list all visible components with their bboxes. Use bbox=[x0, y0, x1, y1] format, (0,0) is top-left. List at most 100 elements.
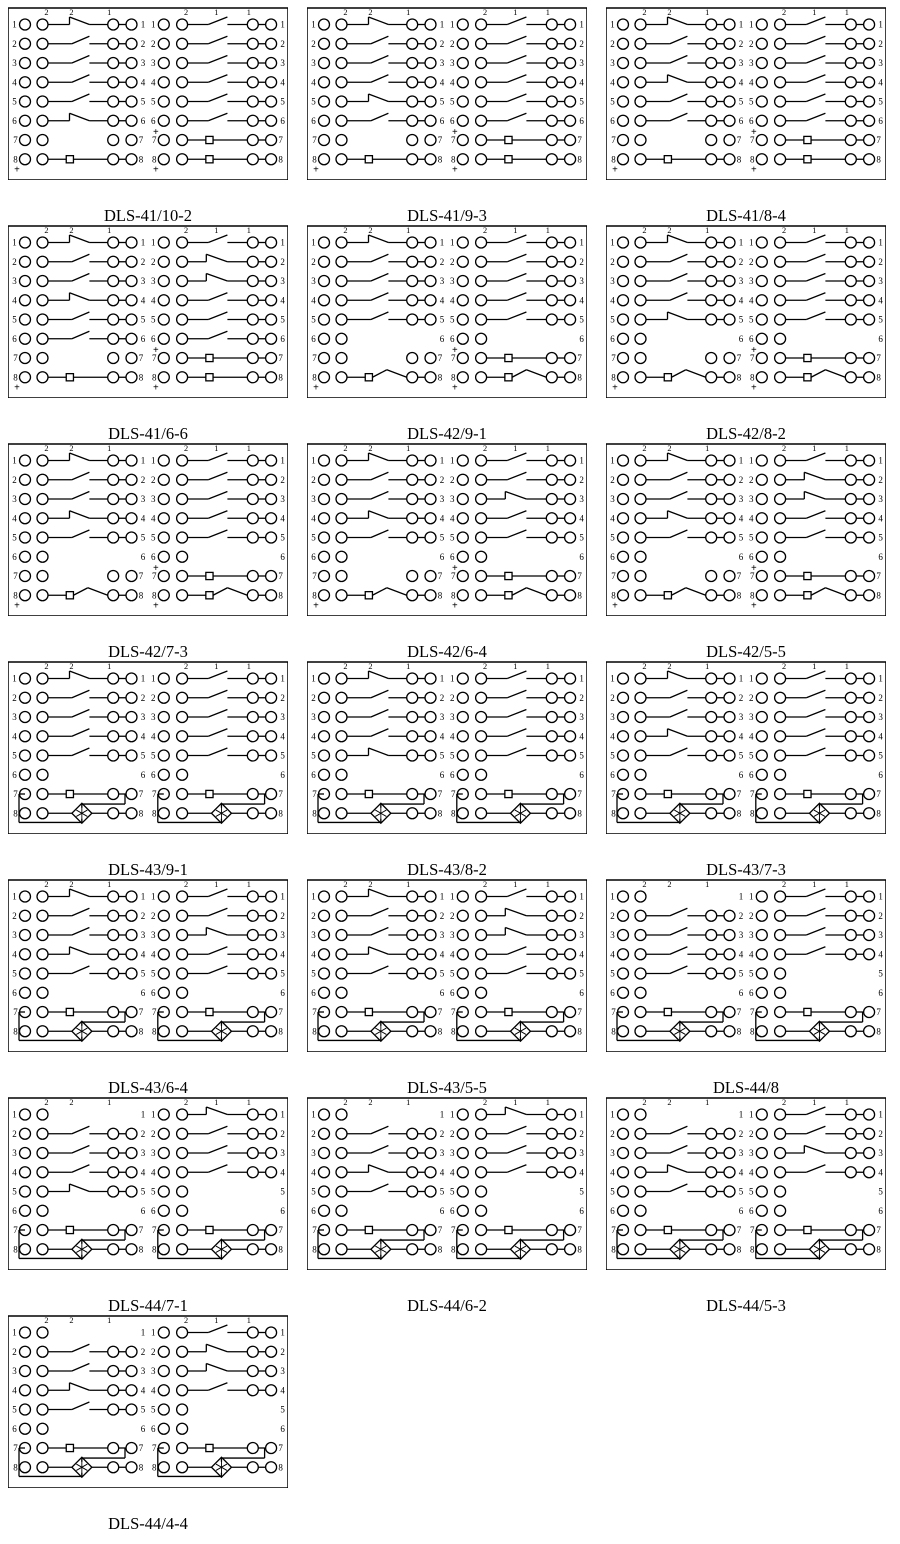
svg-text:1: 1 bbox=[513, 1098, 517, 1107]
svg-text:2: 2 bbox=[368, 662, 372, 671]
svg-text:2: 2 bbox=[483, 226, 487, 235]
svg-text:3: 3 bbox=[878, 1148, 883, 1158]
svg-text:8: 8 bbox=[737, 590, 742, 600]
svg-text:6: 6 bbox=[440, 988, 445, 998]
svg-text:3: 3 bbox=[151, 1148, 156, 1158]
svg-text:6: 6 bbox=[579, 116, 584, 126]
svg-text:6: 6 bbox=[151, 1424, 156, 1434]
svg-text:2: 2 bbox=[450, 1129, 455, 1139]
svg-text:2: 2 bbox=[782, 662, 786, 671]
svg-text:8: 8 bbox=[13, 1462, 18, 1472]
svg-text:1: 1 bbox=[12, 238, 17, 248]
svg-text:6: 6 bbox=[440, 770, 445, 780]
svg-text:6: 6 bbox=[12, 1424, 17, 1434]
svg-text:2: 2 bbox=[69, 1316, 73, 1325]
svg-text:1: 1 bbox=[311, 892, 316, 902]
svg-text:1: 1 bbox=[749, 20, 754, 30]
svg-text:+: + bbox=[751, 127, 757, 138]
svg-text:1: 1 bbox=[845, 880, 849, 889]
svg-text:6: 6 bbox=[12, 116, 17, 126]
svg-text:8: 8 bbox=[139, 1244, 144, 1254]
svg-text:6: 6 bbox=[450, 1206, 455, 1216]
svg-text:4: 4 bbox=[12, 1385, 17, 1395]
svg-text:+: + bbox=[452, 345, 458, 356]
svg-text:5: 5 bbox=[311, 1187, 316, 1197]
svg-text:6: 6 bbox=[12, 770, 17, 780]
svg-text:1: 1 bbox=[151, 892, 156, 902]
svg-text:6: 6 bbox=[739, 334, 744, 344]
svg-text:3: 3 bbox=[739, 494, 744, 504]
svg-text:2: 2 bbox=[878, 911, 883, 921]
svg-text:1: 1 bbox=[749, 238, 754, 248]
svg-text:3: 3 bbox=[579, 1148, 584, 1158]
svg-text:7: 7 bbox=[312, 789, 317, 799]
svg-text:8: 8 bbox=[152, 372, 157, 382]
svg-text:3: 3 bbox=[450, 930, 455, 940]
svg-text:5: 5 bbox=[141, 751, 146, 761]
svg-text:+: + bbox=[14, 164, 20, 175]
svg-text:4: 4 bbox=[151, 731, 156, 741]
svg-text:8: 8 bbox=[139, 590, 144, 600]
svg-text:4: 4 bbox=[141, 77, 146, 87]
svg-text:1: 1 bbox=[610, 238, 615, 248]
svg-text:8: 8 bbox=[13, 590, 18, 600]
svg-text:5: 5 bbox=[440, 1187, 445, 1197]
svg-text:3: 3 bbox=[141, 494, 146, 504]
svg-text:2: 2 bbox=[343, 662, 347, 671]
svg-text:5: 5 bbox=[311, 969, 316, 979]
svg-text:2: 2 bbox=[69, 1098, 73, 1107]
svg-text:7: 7 bbox=[278, 1007, 283, 1017]
svg-text:2: 2 bbox=[483, 8, 487, 17]
svg-text:8: 8 bbox=[611, 1244, 616, 1254]
svg-text:7: 7 bbox=[278, 353, 283, 363]
svg-text:1: 1 bbox=[579, 1110, 584, 1120]
svg-text:5: 5 bbox=[280, 533, 285, 543]
svg-text:4: 4 bbox=[878, 513, 883, 523]
svg-text:2: 2 bbox=[450, 39, 455, 49]
svg-text:5: 5 bbox=[311, 97, 316, 107]
svg-text:2: 2 bbox=[667, 444, 671, 453]
svg-text:1: 1 bbox=[280, 238, 285, 248]
svg-text:1: 1 bbox=[280, 1328, 285, 1338]
svg-text:3: 3 bbox=[440, 712, 445, 722]
svg-text:8: 8 bbox=[278, 590, 283, 600]
svg-text:4: 4 bbox=[610, 513, 615, 523]
svg-text:2: 2 bbox=[69, 662, 73, 671]
svg-text:7: 7 bbox=[13, 1225, 18, 1235]
svg-text:5: 5 bbox=[610, 1187, 615, 1197]
svg-text:1: 1 bbox=[12, 892, 17, 902]
svg-text:2: 2 bbox=[667, 880, 671, 889]
svg-text:2: 2 bbox=[151, 693, 156, 703]
svg-text:2: 2 bbox=[311, 475, 316, 485]
svg-text:3: 3 bbox=[280, 1148, 285, 1158]
svg-text:1: 1 bbox=[749, 892, 754, 902]
svg-text:1: 1 bbox=[107, 662, 111, 671]
svg-text:1: 1 bbox=[311, 674, 316, 684]
svg-text:6: 6 bbox=[749, 334, 754, 344]
svg-text:1: 1 bbox=[812, 226, 816, 235]
svg-text:5: 5 bbox=[141, 969, 146, 979]
svg-text:4: 4 bbox=[749, 949, 754, 959]
svg-text:7: 7 bbox=[13, 1443, 18, 1453]
svg-text:2: 2 bbox=[184, 1098, 188, 1107]
svg-text:1: 1 bbox=[440, 238, 445, 248]
svg-text:6: 6 bbox=[151, 770, 156, 780]
svg-text:2: 2 bbox=[151, 257, 156, 267]
svg-text:2: 2 bbox=[151, 1129, 156, 1139]
svg-text:8: 8 bbox=[139, 1462, 144, 1472]
svg-text:2: 2 bbox=[642, 226, 646, 235]
svg-text:8: 8 bbox=[451, 808, 456, 818]
svg-text:5: 5 bbox=[12, 969, 17, 979]
svg-text:2: 2 bbox=[749, 257, 754, 267]
svg-text:3: 3 bbox=[311, 494, 316, 504]
svg-text:8: 8 bbox=[577, 1244, 582, 1254]
svg-text:1: 1 bbox=[705, 444, 709, 453]
svg-text:+: + bbox=[612, 600, 618, 611]
svg-text:4: 4 bbox=[440, 1167, 445, 1177]
svg-text:6: 6 bbox=[450, 988, 455, 998]
svg-text:2: 2 bbox=[878, 1129, 883, 1139]
svg-text:6: 6 bbox=[280, 116, 285, 126]
svg-text:2: 2 bbox=[667, 8, 671, 17]
svg-text:1: 1 bbox=[513, 444, 517, 453]
svg-text:1: 1 bbox=[450, 238, 455, 248]
